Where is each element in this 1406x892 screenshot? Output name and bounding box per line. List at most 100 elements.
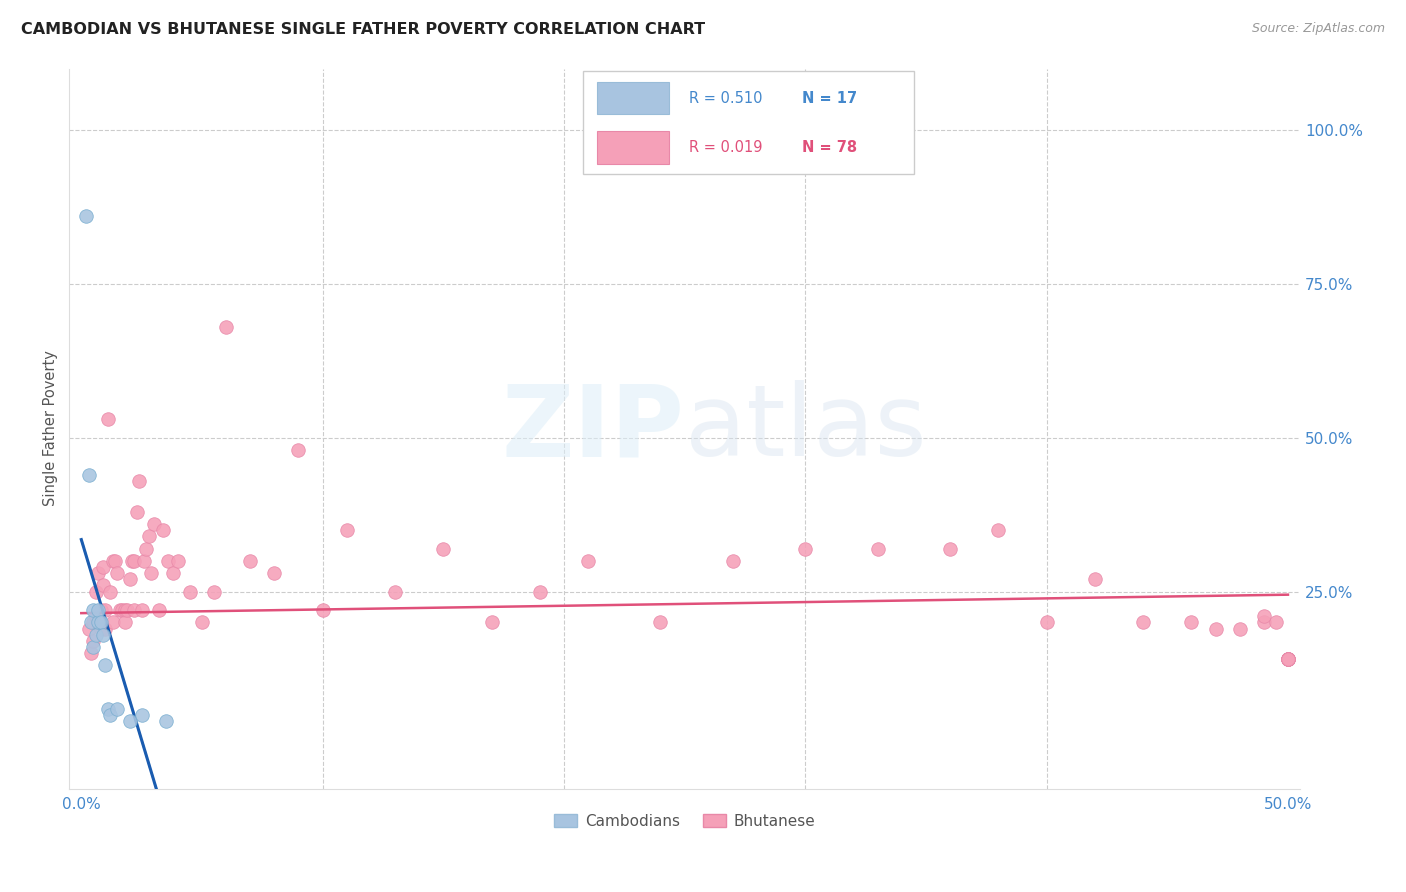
Point [108, 603, 131, 617]
Point [132, 554, 155, 568]
Point [114, 603, 136, 617]
Point [128, 474, 150, 488]
Point [1277, 652, 1299, 666]
Point [1205, 622, 1227, 636]
Point [202, 584, 225, 599]
Point [91, 560, 114, 574]
Point [939, 541, 962, 556]
Point [77, 622, 100, 636]
Point [90, 615, 112, 630]
Text: ZIP: ZIP [502, 380, 685, 477]
Point [111, 603, 134, 617]
Point [124, 554, 146, 568]
Point [98, 584, 121, 599]
Point [84, 609, 107, 624]
Bar [596, 131, 669, 163]
Point [1035, 615, 1057, 630]
Point [866, 541, 889, 556]
Point [75, 209, 97, 223]
Point [90, 603, 112, 617]
Point [155, 714, 177, 728]
Point [987, 523, 1010, 537]
Point [101, 554, 124, 568]
Point [179, 584, 201, 599]
Point [121, 554, 143, 568]
Point [98, 707, 121, 722]
Point [191, 615, 214, 630]
Point [721, 554, 744, 568]
Point [1084, 572, 1107, 586]
Point [162, 566, 184, 581]
Point [157, 554, 180, 568]
Point [90, 622, 112, 636]
Point [82, 615, 104, 630]
Point [82, 633, 104, 648]
Point [1277, 652, 1299, 666]
Point [384, 584, 406, 599]
Legend: Cambodians, Bhutanese: Cambodians, Bhutanese [548, 807, 821, 835]
Point [1180, 615, 1202, 630]
Point [166, 554, 188, 568]
Point [1277, 652, 1299, 666]
Point [1132, 615, 1154, 630]
Point [84, 584, 107, 599]
Point [529, 584, 551, 599]
Text: N = 17: N = 17 [801, 90, 856, 105]
Point [107, 701, 129, 715]
Point [263, 566, 285, 581]
Point [1229, 622, 1251, 636]
Point [125, 505, 148, 519]
Point [215, 320, 238, 334]
Point [94, 603, 117, 617]
Point [94, 622, 117, 636]
Point [104, 554, 127, 568]
Point [152, 523, 174, 537]
Point [97, 701, 120, 715]
Point [82, 603, 104, 617]
Point [481, 615, 503, 630]
Y-axis label: Single Father Poverty: Single Father Poverty [44, 351, 58, 507]
Point [91, 628, 114, 642]
Point [84, 628, 107, 642]
Text: R = 0.510: R = 0.510 [689, 90, 762, 105]
Point [148, 603, 170, 617]
Point [97, 412, 120, 426]
Point [107, 566, 129, 581]
Point [336, 523, 359, 537]
Point [94, 658, 117, 673]
Point [1277, 652, 1299, 666]
Point [650, 615, 672, 630]
Text: CAMBODIAN VS BHUTANESE SINGLE FATHER POVERTY CORRELATION CHART: CAMBODIAN VS BHUTANESE SINGLE FATHER POV… [21, 22, 706, 37]
Point [114, 615, 136, 630]
Point [124, 603, 146, 617]
Point [77, 467, 100, 482]
Point [141, 566, 163, 581]
Point [82, 640, 104, 654]
Text: atlas: atlas [685, 380, 927, 477]
Point [138, 529, 160, 543]
Point [87, 566, 110, 581]
Point [1277, 652, 1299, 666]
Text: Source: ZipAtlas.com: Source: ZipAtlas.com [1251, 22, 1385, 36]
Point [131, 707, 153, 722]
Point [87, 603, 110, 617]
Point [1277, 652, 1299, 666]
Point [135, 541, 157, 556]
Point [239, 554, 262, 568]
Point [87, 615, 110, 630]
Point [87, 615, 110, 630]
Bar [596, 81, 669, 114]
Point [80, 615, 103, 630]
Point [118, 714, 141, 728]
Point [142, 516, 165, 531]
Text: N = 78: N = 78 [801, 140, 856, 155]
Point [131, 603, 153, 617]
Point [1253, 615, 1275, 630]
Point [311, 603, 333, 617]
Point [287, 443, 309, 458]
Point [118, 572, 141, 586]
Point [115, 603, 138, 617]
Point [1264, 615, 1286, 630]
Point [576, 554, 599, 568]
Point [1277, 652, 1299, 666]
